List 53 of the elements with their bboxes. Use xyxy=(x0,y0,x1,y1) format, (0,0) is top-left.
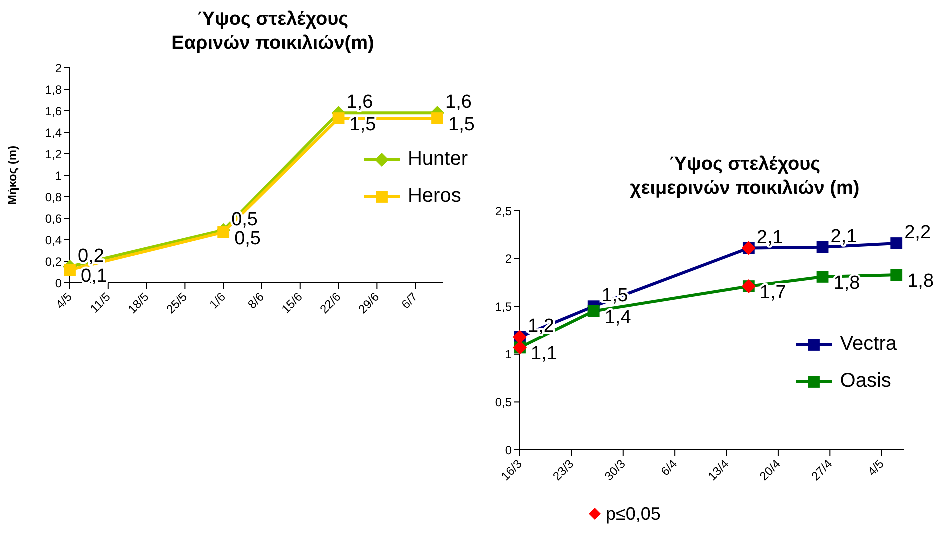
y-tick-label: 2 xyxy=(55,61,62,76)
legend-label: p≤0,05 xyxy=(606,503,661,525)
y-tick-label: 0,5 xyxy=(495,395,512,410)
point xyxy=(64,264,76,276)
y-tick-label: 1,8 xyxy=(45,82,62,97)
y-tick-label: 1 xyxy=(55,168,62,183)
x-tick-label: 4/5 xyxy=(865,456,888,479)
y-tick-label: 1,4 xyxy=(45,126,62,140)
data-label: 0,1 xyxy=(81,266,108,288)
data-label: 1,5 xyxy=(448,114,475,136)
point xyxy=(890,269,903,281)
data-label: 2,1 xyxy=(830,226,858,248)
y-tick-label: 0,6 xyxy=(45,212,62,226)
point xyxy=(816,241,829,254)
x-tick-label: 4/5 xyxy=(53,290,76,312)
data-label: 1,5 xyxy=(350,114,376,136)
x-tick-label: 1/6 xyxy=(206,290,229,312)
y-tick-label: 1,6 xyxy=(45,104,62,118)
data-label: 1,6 xyxy=(346,92,374,114)
data-label: 1,8 xyxy=(908,271,934,292)
point xyxy=(588,305,600,318)
y-tick-label: 2 xyxy=(505,252,512,266)
data-label: 2,2 xyxy=(904,222,932,244)
y-tick-label: 0,2 xyxy=(45,254,62,269)
data-label: 1,6 xyxy=(446,92,472,114)
data-label: 1,1 xyxy=(531,344,558,365)
data-label: 1,8 xyxy=(834,272,860,294)
data-label: 0,5 xyxy=(234,228,262,250)
legend-label: Heros xyxy=(408,185,462,208)
y-tick-label: 0 xyxy=(505,443,512,458)
legend-label: Vectra xyxy=(840,333,897,356)
x-tick-label: 6/4 xyxy=(658,456,680,479)
chart-title: Ύψος στελέχους χειμερινών ποικιλιών (m) xyxy=(629,153,861,201)
data-label: 1,7 xyxy=(760,282,786,304)
point xyxy=(816,271,829,283)
data-label: 2,1 xyxy=(756,227,784,248)
y-tick-label: 0,4 xyxy=(45,233,62,248)
point xyxy=(890,238,903,250)
y-tick-label: 1,5 xyxy=(495,300,512,314)
point xyxy=(432,112,444,124)
y-tick-label: 0 xyxy=(55,276,62,290)
y-tick-label: 1,2 xyxy=(45,147,62,162)
data-label: 1,4 xyxy=(604,307,632,328)
point xyxy=(332,112,345,124)
x-tick-label: 8/6 xyxy=(245,290,268,312)
chart-title: Ύψος στελέχους Εαρινών ποικιλιών(m) xyxy=(170,8,376,56)
legend-label: Hunter xyxy=(408,148,468,171)
point xyxy=(218,226,230,238)
y-tick-label: 1 xyxy=(505,348,512,362)
y-tick-label: 0,8 xyxy=(45,190,62,204)
y-tick-label: 2,5 xyxy=(495,204,512,218)
x-tick-label: 6/7 xyxy=(398,290,421,312)
legend-label: Oasis xyxy=(840,370,892,393)
